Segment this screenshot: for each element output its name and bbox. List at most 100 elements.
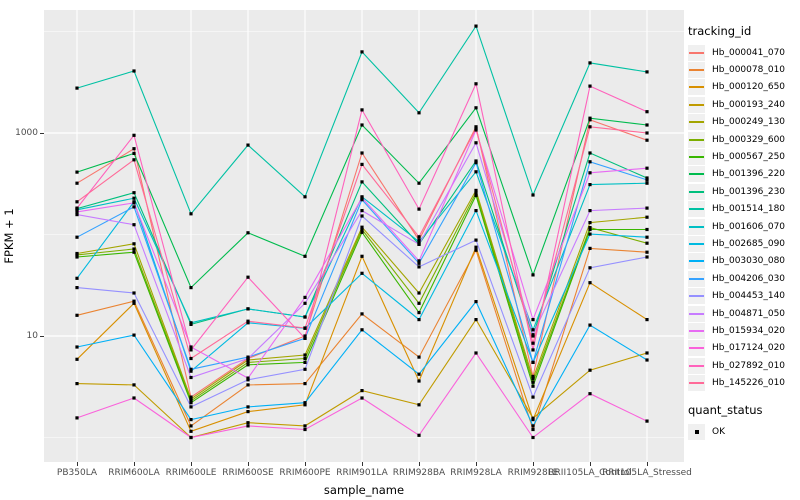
plot-panel: [44, 10, 684, 462]
legend-key-swatch: [688, 375, 705, 392]
data-point: [588, 266, 592, 270]
data-point: [531, 380, 535, 384]
legend-label: Hb_001396_220: [712, 169, 786, 180]
x-tick: [590, 462, 591, 466]
data-point: [246, 275, 250, 279]
data-point: [474, 161, 478, 165]
data-point: [417, 207, 421, 211]
legend-key-line: [689, 103, 704, 106]
data-point: [417, 433, 421, 437]
legend-key-swatch: [688, 340, 705, 357]
data-point: [645, 419, 649, 423]
data-point: [417, 265, 421, 269]
legend-key-line: [689, 190, 704, 193]
data-point: [360, 151, 364, 155]
legend-item-Hb_000567_250: Hb_000567_250: [688, 148, 798, 166]
data-point: [474, 159, 478, 163]
data-point: [474, 193, 478, 198]
data-point: [588, 392, 592, 396]
data-point: [246, 356, 250, 361]
data-point: [75, 235, 79, 239]
data-point: [474, 238, 478, 242]
y-tick-label-10: 10: [26, 331, 38, 341]
data-point: [588, 183, 592, 187]
data-point: [360, 108, 364, 112]
data-point: [474, 245, 478, 249]
legend: tracking_id Hb_000041_070 Hb_000078_010 Hb…: [688, 24, 798, 440]
legend-label: Hb_004453_140: [712, 291, 786, 302]
legend-label: Hb_001606_070: [712, 221, 786, 232]
data-point: [189, 397, 193, 401]
data-point: [645, 250, 649, 254]
data-point: [132, 205, 136, 209]
data-point: [303, 382, 307, 386]
legend-key-line: [689, 242, 704, 245]
data-point: [645, 178, 649, 182]
data-point: [303, 195, 307, 199]
legend-key-swatch: [688, 44, 705, 61]
data-point: [189, 345, 193, 349]
x-tick-label-RRIM928BA: RRIM928BA: [392, 468, 446, 478]
data-point: [474, 300, 478, 304]
data-point: [75, 286, 79, 290]
data-point: [417, 235, 421, 239]
quant-status-item: OK: [688, 423, 798, 440]
x-tick-label-RRIM600LE: RRIM600LE: [165, 468, 217, 478]
data-point: [132, 247, 136, 251]
legend-title-tracking-id: tracking_id: [688, 24, 752, 38]
data-point: [246, 383, 250, 387]
data-point: [531, 424, 535, 428]
data-point: [588, 160, 592, 164]
data-point: [645, 123, 649, 127]
legend-item-Hb_002685_090: Hb_002685_090: [688, 235, 798, 252]
data-point: [588, 84, 592, 88]
data-point: [531, 328, 535, 332]
data-point: [417, 259, 421, 263]
legend-key-line: [689, 295, 704, 298]
legend-key-line: [689, 312, 704, 315]
legend-label: Hb_000329_600: [712, 134, 786, 145]
data-point: [645, 181, 649, 185]
legend-key-line: [689, 156, 704, 159]
legend-label: Hb_015934_020: [712, 325, 786, 336]
data-point: [75, 170, 79, 174]
data-point: [588, 226, 592, 230]
x-tick-label-RRII105LA_Stressed: RRII105LA_Stressed: [602, 468, 692, 478]
x-tick-label-RRIM901LA: RRIM901LA: [336, 468, 388, 478]
data-point: [474, 170, 478, 174]
data-point: [189, 212, 193, 216]
data-point: [246, 378, 250, 382]
data-point: [360, 225, 364, 229]
data-point: [75, 210, 79, 214]
legend-key-line: [689, 260, 704, 263]
x-tick: [362, 462, 363, 466]
x-tick: [305, 462, 306, 466]
x-tick: [77, 462, 78, 466]
data-point: [360, 312, 364, 316]
legend-label: Hb_001396_230: [712, 186, 786, 197]
legend-label: Hb_000193_240: [712, 99, 786, 110]
legend-key-line: [689, 86, 704, 89]
data-point: [360, 209, 364, 213]
data-point: [75, 253, 79, 257]
quant-status-rows: OK: [688, 423, 798, 440]
legend-label: Hb_000249_130: [712, 117, 786, 128]
data-point: [588, 221, 592, 225]
data-point: [588, 281, 592, 285]
data-point: [246, 405, 250, 409]
quant-key-swatch: [688, 423, 705, 440]
data-point: [132, 196, 136, 200]
legend-label: Hb_027892_010: [712, 360, 786, 371]
legend-key-line: [689, 138, 704, 141]
legend-item-Hb_000249_130: Hb_000249_130: [688, 114, 798, 131]
legend-item-Hb_001514_180: Hb_001514_180: [688, 201, 798, 218]
data-point: [132, 69, 136, 73]
data-point: [246, 143, 250, 147]
x-tick: [476, 462, 477, 466]
data-point: [303, 326, 307, 330]
data-point: [417, 403, 421, 407]
legend-key-swatch: [688, 322, 705, 339]
legend-item-Hb_001396_230: Hb_001396_230: [688, 183, 798, 200]
data-point: [531, 427, 535, 432]
data-point: [588, 151, 592, 155]
